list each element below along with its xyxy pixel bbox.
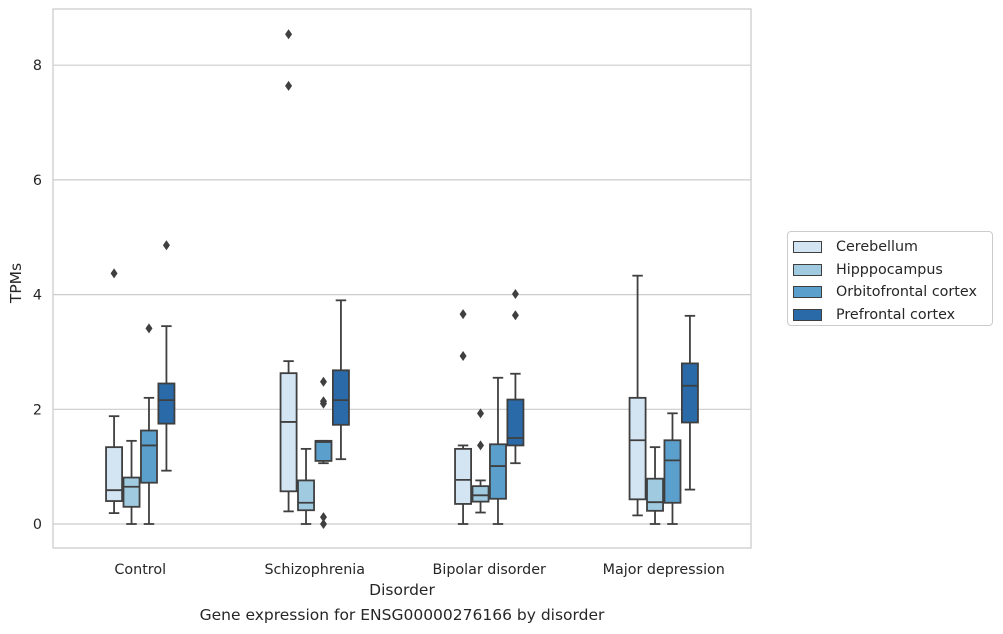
box-hipppocampus <box>122 439 141 525</box>
outlier-point <box>110 268 118 279</box>
figure-caption: Gene expression for ENSG00000276166 by d… <box>199 606 605 624</box>
x-tick-label: Major depression <box>603 562 725 578</box>
y-tick-label: 4 <box>33 288 42 304</box>
box-cerebellum <box>279 29 298 513</box>
outlier-point <box>319 376 327 387</box>
legend-item: Cerebellum <box>792 236 992 259</box>
box-orbitofrontal-cortex <box>140 323 158 525</box>
y-tick-label: 8 <box>33 58 42 74</box>
box-hipppocampus <box>471 408 490 514</box>
box-iqr <box>279 372 298 493</box>
box-iqr <box>105 446 124 502</box>
legend-swatch <box>793 241 822 254</box>
y-tick-label: 0 <box>33 517 42 533</box>
box-iqr <box>331 369 350 426</box>
box-orbitofrontal-cortex <box>314 376 333 529</box>
box-iqr <box>454 447 472 505</box>
outlier-point <box>285 80 293 91</box>
box-iqr <box>663 439 682 504</box>
y-tick-label: 6 <box>33 173 42 189</box>
box-prefrontal-cortex <box>157 240 176 472</box>
outlier-point <box>459 350 467 361</box>
outlier-point <box>319 396 327 407</box>
box-iqr <box>157 382 176 425</box>
outlier-point <box>459 309 467 320</box>
y-axis-label: TPMs <box>7 262 25 304</box>
outlier-point <box>511 289 519 300</box>
box-prefrontal-cortex <box>331 299 350 461</box>
outlier-point <box>477 440 485 451</box>
tick-labels: 0 2 4 6 8 Control Schizophrenia Bipolar disorde… <box>33 58 725 578</box>
outlier-point <box>511 310 519 321</box>
box-iqr <box>140 429 158 484</box>
box-iqr <box>489 443 507 500</box>
box-iqr <box>314 439 333 462</box>
outlier-point <box>319 512 327 523</box>
box-hipppocampus <box>646 446 664 525</box>
box-plots <box>105 29 699 529</box>
outlier-point <box>319 519 327 529</box>
x-tick-label: Schizophrenia <box>264 562 365 578</box>
outlier-point <box>477 408 485 419</box>
box-cerebellum <box>105 268 124 515</box>
y-tick-label: 2 <box>33 402 42 418</box>
legend-item: Orbitofrontal cortex <box>792 281 992 304</box>
box-cerebellum <box>454 309 472 525</box>
legend-label: Cerebellum <box>836 239 918 256</box>
box-iqr <box>506 398 525 447</box>
box-iqr <box>681 362 699 424</box>
legend-item: Prefrontal cortex <box>792 304 992 327</box>
legend-swatch <box>793 309 822 322</box>
box-iqr <box>297 479 315 512</box>
box-orbitofrontal-cortex <box>489 376 507 525</box>
legend-label: Orbitofrontal cortex <box>836 284 977 301</box>
outlier-point <box>162 240 170 251</box>
outlier-point <box>145 323 153 334</box>
legend-label: Prefrontal cortex <box>836 307 956 324</box>
x-tick-label: Control <box>114 562 166 578</box>
legend-label: Hipppocampus <box>836 261 943 278</box>
box-orbitofrontal-cortex <box>663 412 682 525</box>
box-hipppocampus <box>297 447 315 525</box>
box-prefrontal-cortex <box>681 314 699 491</box>
x-tick-label: Bipolar disorder <box>433 562 546 578</box>
legend-swatch <box>793 286 822 299</box>
box-iqr <box>628 396 647 501</box>
box-iqr <box>122 476 141 508</box>
outlier-point <box>285 29 293 40</box>
x-axis-label: Disorder <box>369 581 435 599</box>
box-iqr <box>646 477 664 512</box>
box-cerebellum <box>628 274 647 517</box>
legend: Cerebellum Hipppocampus Orbitofrontal cort… <box>787 231 993 326</box>
legend-item: Hipppocampus <box>792 259 992 282</box>
box-iqr <box>471 485 490 503</box>
legend-swatch <box>793 263 822 276</box>
box-prefrontal-cortex <box>506 289 525 465</box>
